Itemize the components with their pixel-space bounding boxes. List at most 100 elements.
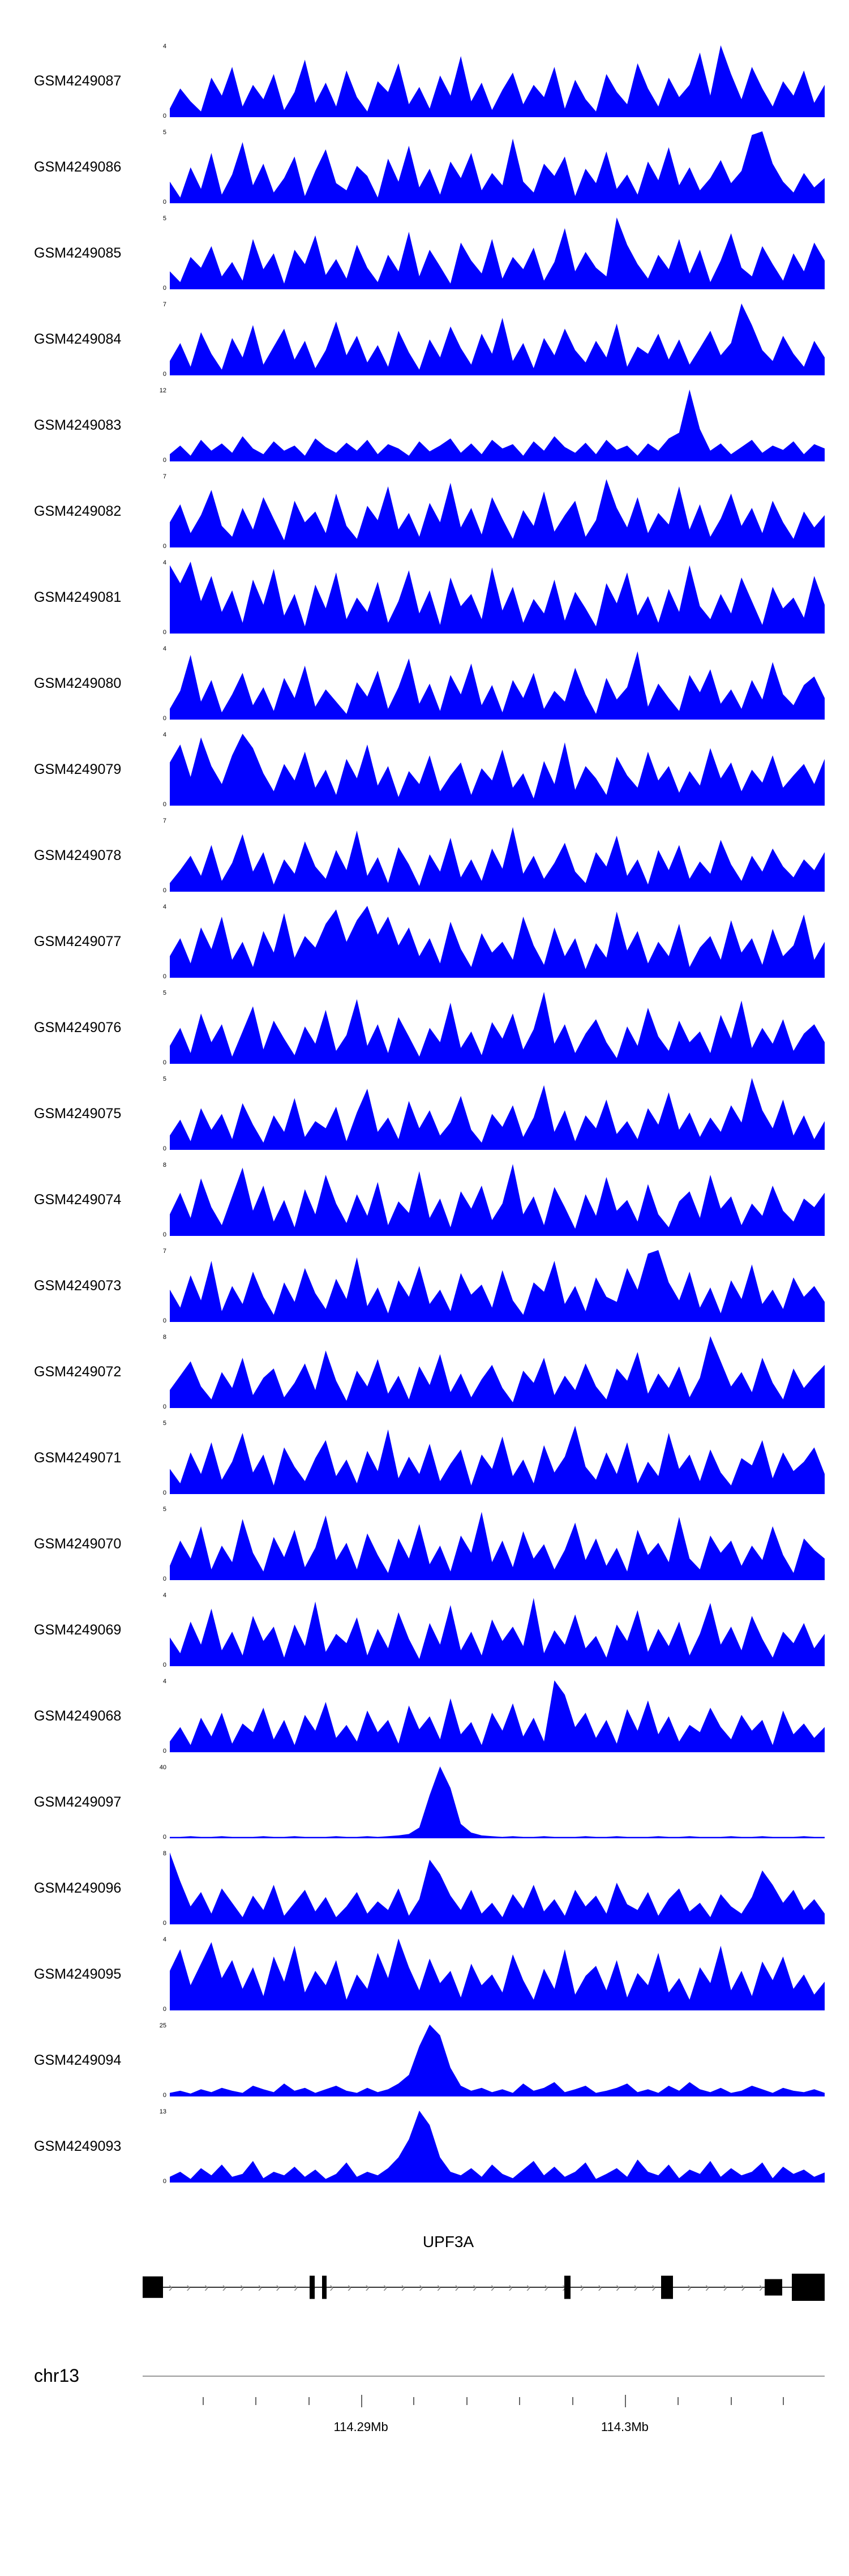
track-area-plot: [170, 1939, 825, 2010]
track-label: GSM4249074: [34, 1192, 122, 1208]
track-area-plot: [170, 1078, 825, 1150]
track-plot: [170, 734, 825, 806]
track-plot: [170, 131, 825, 203]
track-ymin-label: 0: [162, 1059, 166, 1066]
genome-axis-line: [143, 2376, 825, 2377]
track-row: GSM4249075 5 0: [0, 1076, 849, 1164]
strand-arrow-icon: ›: [419, 2279, 423, 2295]
track-ymax-label: 4: [162, 731, 166, 738]
track-ymax-label: 7: [162, 818, 166, 824]
track-row: GSM4249081 4 0: [0, 559, 849, 648]
track-plot: [170, 1680, 825, 1752]
track-y-axis: 7 0: [143, 1248, 170, 1324]
track-y-axis: 8 0: [143, 1334, 170, 1410]
coverage-area: [170, 827, 825, 892]
track-row: GSM4249074 8 0: [0, 1162, 849, 1250]
coverage-area: [170, 303, 825, 375]
strand-arrow-icon: ›: [401, 2279, 405, 2295]
coverage-area: [170, 1164, 825, 1236]
track-ymin-label: 0: [162, 1834, 166, 1841]
strand-arrow-icon: ›: [365, 2279, 370, 2295]
coverage-area: [170, 1766, 825, 1838]
track-area-plot: [170, 1852, 825, 1924]
track-area-plot: [170, 2025, 825, 2096]
track-area-plot: [170, 1512, 825, 1580]
track-y-axis: 4 0: [143, 43, 170, 119]
track-y-axis: 7 0: [143, 473, 170, 550]
track-label: GSM4249097: [34, 1794, 122, 1810]
track-area-plot: [170, 992, 825, 1064]
axis-minor-tick: [572, 2397, 574, 2405]
track-y-axis: 7 0: [143, 818, 170, 894]
coverage-area: [170, 651, 825, 720]
track-plot: [170, 303, 825, 375]
track-label: GSM4249069: [34, 1622, 122, 1638]
track-label: GSM4249084: [34, 331, 122, 347]
track-plot: [170, 1766, 825, 1838]
track-y-axis: 7 0: [143, 301, 170, 378]
track-row: GSM4249077 4 0: [0, 904, 849, 992]
signal-tracks: GSM4249087 4 0 GSM4249086 5 0 GSM4249085…: [0, 43, 849, 2185]
strand-arrow-icon: ›: [240, 2279, 245, 2295]
track-ymin-label: 0: [162, 1145, 166, 1152]
gene-intron-line: [143, 2287, 825, 2288]
track-y-axis: 4 0: [143, 1678, 170, 1755]
strand-arrow-icon: ›: [580, 2279, 584, 2295]
track-ymin-label: 0: [162, 1662, 166, 1668]
track-area-plot: [170, 1336, 825, 1408]
track-plot: [170, 992, 825, 1064]
track-area-plot: [170, 1250, 825, 1322]
track-area-plot: [170, 1164, 825, 1236]
axis-minor-tick: [308, 2397, 310, 2405]
track-plot: [170, 2025, 825, 2096]
gene-exon: [792, 2274, 825, 2301]
track-label: GSM4249087: [34, 73, 122, 89]
track-y-axis: 4 0: [143, 1936, 170, 2013]
genome-axis-track: chr13 114.29Mb 114.3Mb: [0, 2361, 849, 2468]
strand-arrow-icon: ›: [276, 2279, 280, 2295]
gene-exon: [143, 2276, 164, 2299]
track-ymax-label: 4: [162, 1936, 166, 1943]
coverage-area: [170, 906, 825, 978]
coverage-area: [170, 390, 825, 461]
track-plot: [170, 476, 825, 547]
track-label: GSM4249071: [34, 1450, 122, 1466]
track-ymin-label: 0: [162, 1576, 166, 1582]
gene-exon: [764, 2279, 783, 2296]
track-ymin-label: 0: [162, 1920, 166, 1927]
track-y-axis: 4 0: [143, 559, 170, 636]
strand-arrow-icon: ›: [347, 2279, 352, 2295]
track-area-plot: [170, 217, 825, 289]
track-label: GSM4249083: [34, 417, 122, 433]
track-label: GSM4249070: [34, 1536, 122, 1552]
track-plot: [170, 562, 825, 634]
track-label: GSM4249096: [34, 1880, 122, 1896]
track-row: GSM4249094 25 0: [0, 2022, 849, 2111]
coverage-area: [170, 131, 825, 203]
track-ymax-label: 7: [162, 301, 166, 308]
track-ymin-label: 0: [162, 2178, 166, 2185]
track-area-plot: [170, 1680, 825, 1752]
strand-arrow-icon: ›: [633, 2279, 638, 2295]
strand-arrow-icon: ›: [454, 2279, 459, 2295]
track-ymin-label: 0: [162, 285, 166, 292]
track-ymin-label: 0: [162, 629, 166, 636]
track-y-axis: 5 0: [143, 129, 170, 206]
track-y-axis: 4 0: [143, 731, 170, 808]
track-label: GSM4249068: [34, 1708, 122, 1724]
track-ymax-label: 4: [162, 559, 166, 566]
strand-arrow-icon: ›: [758, 2279, 764, 2295]
coverage-area: [170, 1852, 825, 1924]
track-y-axis: 5 0: [143, 1506, 170, 1582]
axis-minor-tick: [203, 2397, 204, 2405]
strand-arrow-icon: ›: [383, 2279, 388, 2295]
track-ymin-label: 0: [162, 973, 166, 980]
track-label: GSM4249086: [34, 159, 122, 175]
track-plot: [170, 1336, 825, 1408]
track-row: GSM4249080 4 0: [0, 645, 849, 734]
track-label: GSM4249082: [34, 503, 122, 519]
gene-exon: [321, 2275, 327, 2299]
track-row: GSM4249097 40 0: [0, 1764, 849, 1852]
track-label: GSM4249080: [34, 675, 122, 691]
strand-arrow-icon: ›: [222, 2279, 226, 2295]
